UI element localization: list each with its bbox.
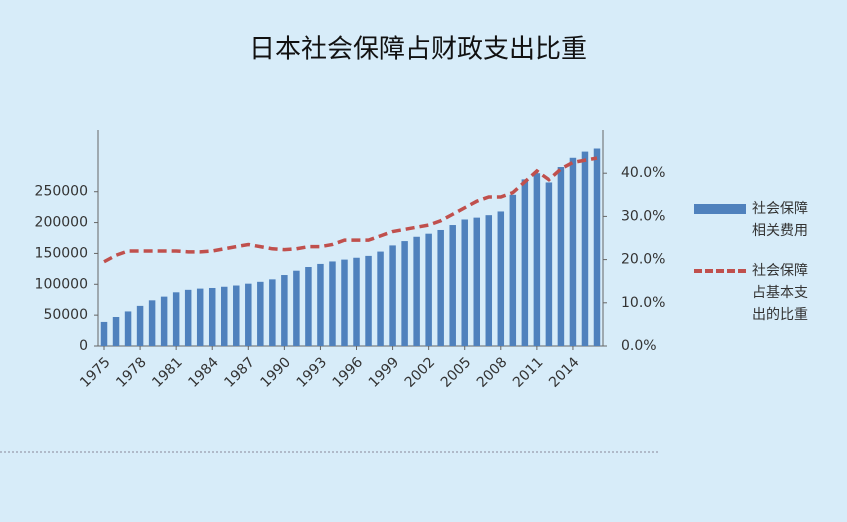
- x-tick-label: 2005: [438, 354, 475, 391]
- bar: [148, 300, 156, 346]
- bar: [521, 179, 529, 346]
- bar: [257, 281, 264, 346]
- legend-swatch: [694, 204, 746, 214]
- bar: [497, 211, 505, 346]
- bar: [160, 296, 168, 346]
- chart-title: 日本社会保障占财政支出比重: [249, 35, 587, 65]
- bar: [365, 255, 372, 346]
- bar: [329, 261, 336, 346]
- bar: [245, 283, 252, 346]
- x-tick-label: 1978: [113, 354, 150, 391]
- x-tick-label: 1999: [366, 354, 403, 391]
- y2-tick-label: 20.0%: [621, 252, 665, 268]
- x-tick-label: 2008: [474, 354, 511, 391]
- bar: [233, 285, 240, 346]
- y-tick-label: 50000: [43, 307, 88, 323]
- y2-tick-label: 0.0%: [621, 338, 657, 354]
- bar: [172, 292, 180, 346]
- bar: [557, 167, 565, 346]
- bar: [353, 257, 360, 346]
- x-tick-label: 2014: [546, 354, 583, 391]
- line: [103, 156, 598, 264]
- bar: [389, 245, 396, 346]
- bar: [100, 321, 108, 346]
- y-tick-label: 100000: [35, 276, 88, 292]
- bar: [509, 194, 517, 346]
- legend-label: 社会保障相关费用: [752, 201, 808, 239]
- bar: [317, 263, 324, 346]
- bar: [221, 286, 228, 346]
- bar: [293, 270, 300, 346]
- legend-item: 社会保障占基本支出的比重: [694, 260, 844, 326]
- x-tick-label: 1996: [330, 354, 367, 391]
- x-tick-label: 2011: [510, 354, 547, 391]
- bar: [281, 275, 288, 346]
- bar: [305, 267, 312, 346]
- legend-item: 社会保障相关费用: [694, 198, 844, 242]
- bar: [401, 241, 408, 346]
- bar: [208, 287, 216, 346]
- bar: [449, 225, 456, 346]
- bar: [377, 251, 384, 346]
- bar: [473, 217, 480, 346]
- x-tick-label: 1987: [221, 354, 258, 391]
- bar: [413, 236, 420, 346]
- bar: [425, 233, 432, 346]
- x-tick-label: 1975: [77, 354, 114, 391]
- x-tick-label: 2002: [402, 354, 439, 391]
- y-tick-label: 250000: [35, 184, 88, 200]
- x-tick-label: 1993: [294, 354, 331, 391]
- bar: [485, 215, 493, 346]
- bar: [196, 288, 204, 346]
- y2-tick-label: 10.0%: [621, 295, 665, 311]
- x-tick-label: 1990: [258, 354, 295, 391]
- bar: [545, 182, 553, 346]
- y-tick-label: 0: [79, 338, 88, 354]
- bar: [593, 148, 601, 346]
- legend-swatch: [694, 269, 746, 273]
- x-tick-label: 1981: [149, 354, 186, 391]
- x-tick-label: 1984: [185, 354, 222, 391]
- y2-tick-label: 40.0%: [621, 165, 665, 181]
- bar: [124, 311, 132, 346]
- bar: [269, 279, 276, 346]
- legend-label: 社会保障占基本支出的比重: [752, 263, 808, 323]
- y-tick-label: 200000: [35, 215, 88, 231]
- bar: [581, 151, 589, 346]
- bar: [437, 229, 444, 346]
- bar: [112, 316, 120, 346]
- bar: [136, 305, 144, 346]
- y2-tick-label: 30.0%: [621, 208, 665, 224]
- y-tick-label: 150000: [35, 245, 88, 261]
- bar: [341, 259, 348, 346]
- bar: [533, 173, 541, 346]
- bar: [461, 219, 468, 346]
- bar: [569, 157, 577, 346]
- bar: [184, 289, 192, 346]
